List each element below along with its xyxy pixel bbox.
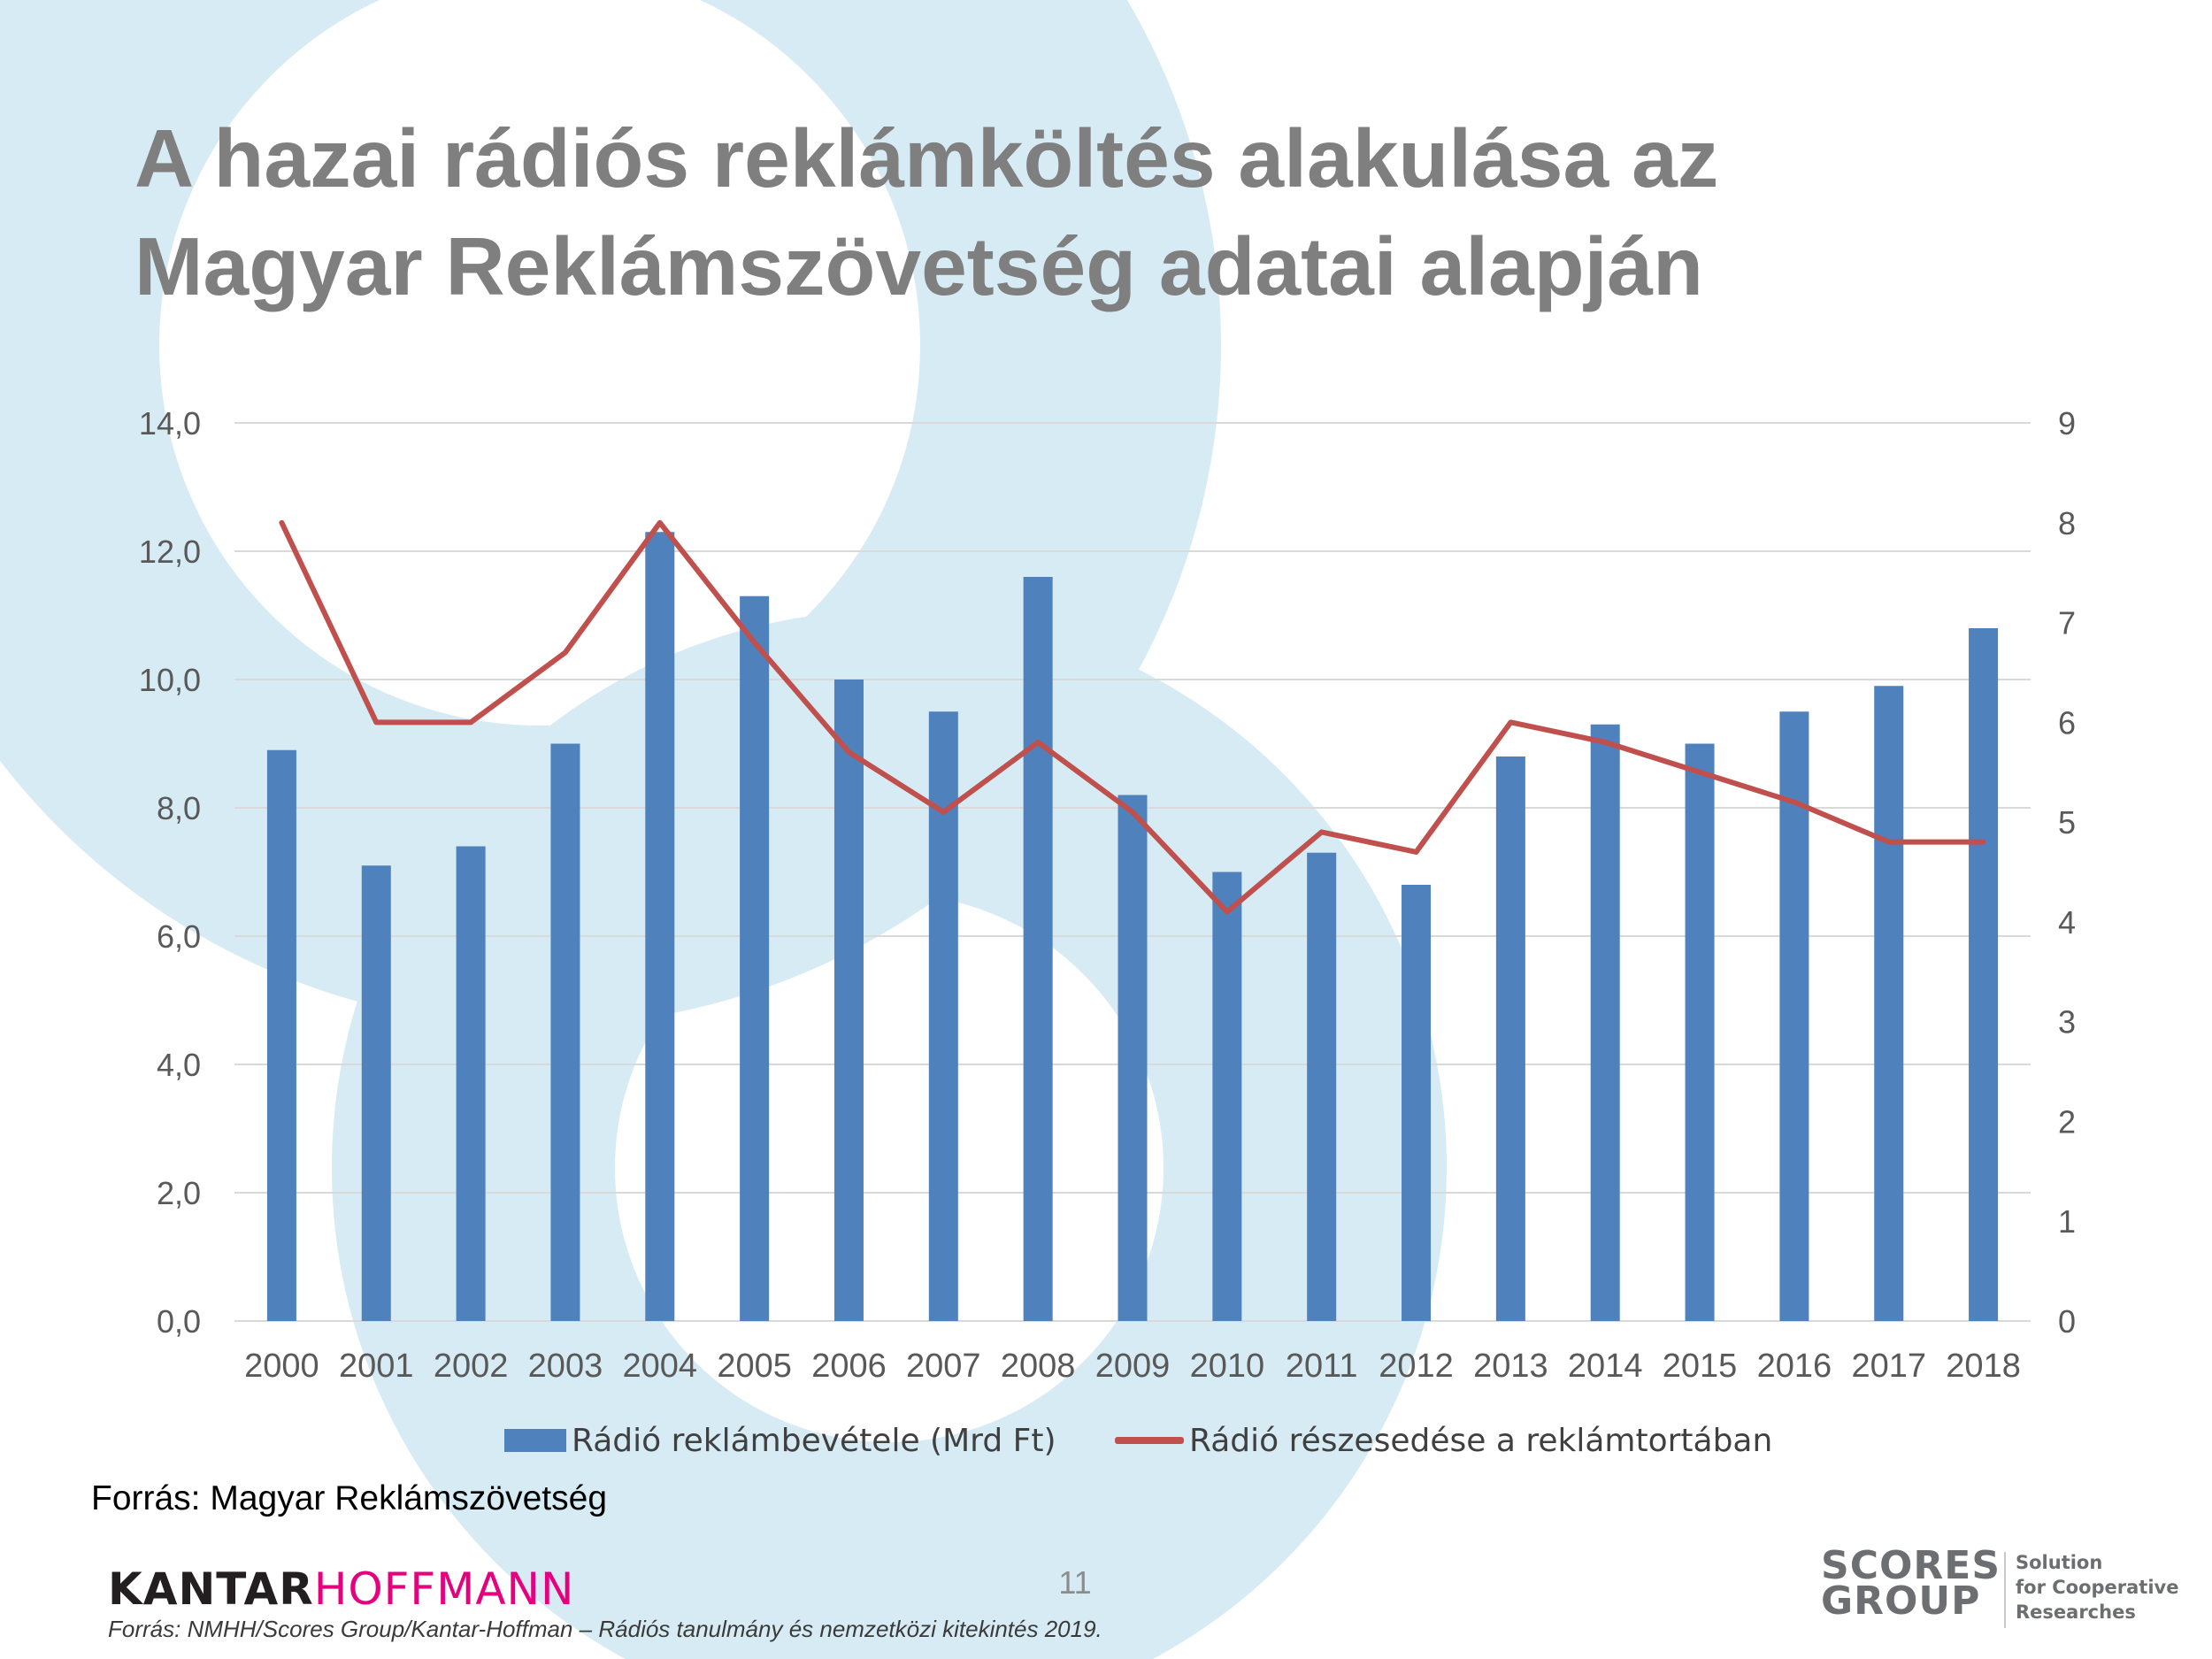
scores-word: SCORES [1821, 1543, 2001, 1588]
x-axis-tick-label: 2004 [623, 1348, 698, 1385]
kantar-hoffmann-logo: KANTARHOFFMANN [108, 1563, 574, 1615]
bar [1495, 757, 1525, 1321]
right-axis-tick-label: 9 [2058, 405, 2076, 442]
x-axis-tick-label: 2011 [1286, 1348, 1358, 1385]
x-axis-tick-label: 2018 [1946, 1348, 2021, 1385]
left-axis-tick-label: 12,0 [139, 534, 201, 570]
x-axis-tick-label: 2015 [1663, 1348, 1738, 1385]
axis-labels: 0,0 2,0 4,0 6,0 8,0 10,0 12,0 14,0 0 1 2 3 4 5 6 7 8 9 200… [139, 405, 2076, 1385]
legend-line-swatch [1115, 1437, 1184, 1444]
bar [1969, 628, 1999, 1321]
tagline-line-2: for Cooperative [2016, 1577, 2179, 1598]
x-axis-tick-label: 2014 [1568, 1348, 1643, 1385]
bar [1685, 743, 1715, 1321]
right-axis-tick-label: 7 [2058, 605, 2076, 641]
legend-bar-label: Rádió reklámbevétele (Mrd Ft) [572, 1422, 1056, 1459]
right-axis-tick-label: 4 [2058, 904, 2076, 941]
footer-source: Forrás: NMHH/Scores Group/Kantar-Hoffman… [108, 1616, 1102, 1642]
right-axis-tick-label: 1 [2058, 1203, 2076, 1240]
x-axis-tick-label: 2001 [339, 1348, 414, 1385]
legend-line-label: Rádió részesedése a reklámtortában [1189, 1422, 1773, 1459]
bar [1023, 577, 1053, 1321]
legend-item-line: Rádió részesedése a reklámtortában [1115, 1414, 1772, 1467]
scores-tagline: Solution for Cooperative Researches [2016, 1550, 2178, 1624]
left-axis-tick-label: 0,0 [157, 1303, 201, 1340]
left-axis-tick-label: 2,0 [157, 1175, 201, 1211]
bar [833, 680, 864, 1321]
right-axis-tick-label: 8 [2058, 505, 2076, 541]
left-axis-tick-label: 8,0 [157, 790, 201, 826]
bar [740, 595, 770, 1321]
logo-divider [2004, 1552, 2006, 1628]
bar [1779, 711, 1809, 1321]
kantar-word: KANTAR [108, 1563, 314, 1615]
x-axis-tick-label: 2002 [434, 1348, 509, 1385]
share-line [279, 519, 1986, 915]
right-axis-tick-label: 0 [2058, 1303, 2076, 1340]
x-axis-tick-label: 2007 [906, 1348, 981, 1385]
x-axis-tick-label: 2006 [811, 1348, 887, 1385]
right-axis-tick-label: 2 [2058, 1103, 2076, 1140]
x-axis-tick-label: 2005 [717, 1348, 792, 1385]
group-word: GROUP [1821, 1578, 1981, 1624]
x-axis-tick-label: 2000 [244, 1348, 319, 1385]
bar [1307, 852, 1337, 1321]
bar [1402, 885, 1432, 1321]
x-axis-tick-label: 2013 [1473, 1348, 1548, 1385]
bar [1590, 724, 1620, 1321]
title-line-2: Magyar Reklámszövetség adatai alapján [134, 220, 1703, 312]
x-axis-tick-label: 2012 [1379, 1348, 1454, 1385]
bar [266, 749, 296, 1321]
page-title: A hazai rádiós reklámköltés alakulása az… [134, 104, 2125, 320]
right-axis-tick-label: 6 [2058, 704, 2076, 741]
scores-group-logo: SCORES GROUP Solution for Cooperative Re… [1821, 1543, 2184, 1646]
source-note: Forrás: Magyar Reklámszövetség [91, 1479, 608, 1517]
bar [456, 846, 486, 1321]
x-axis-tick-label: 2008 [1001, 1348, 1076, 1385]
left-axis-tick-label: 4,0 [157, 1047, 201, 1083]
bar-series [266, 532, 1999, 1321]
bar [361, 865, 391, 1321]
x-axis-tick-label: 2009 [1095, 1348, 1171, 1385]
bar [550, 743, 580, 1321]
x-axis-tick-label: 2010 [1190, 1348, 1265, 1385]
legend-item-bars: Rádió reklámbevétele (Mrd Ft) [504, 1414, 1056, 1467]
left-axis-tick-label: 14,0 [139, 405, 201, 442]
left-axis-tick-label: 10,0 [139, 662, 201, 698]
legend-bar-swatch [504, 1429, 566, 1452]
bar [1874, 686, 1904, 1321]
x-axis-tick-label: 2003 [528, 1348, 603, 1385]
page-number: 11 [1058, 1564, 1092, 1601]
title-line-1: A hazai rádiós reklámköltés alakulása az [134, 112, 1719, 204]
chart-legend: Rádió reklámbevétele (Mrd Ft) Rádió rész… [0, 1414, 2212, 1467]
bar [645, 532, 675, 1321]
bar [1118, 795, 1148, 1321]
x-axis-tick-label: 2016 [1757, 1348, 1832, 1385]
tagline-line-3: Researches [2016, 1601, 2136, 1623]
right-axis-tick-label: 3 [2058, 1004, 2076, 1041]
bar [1212, 872, 1242, 1321]
line-series [279, 519, 1986, 915]
x-axis-tick-label: 2017 [1851, 1348, 1926, 1385]
scores-group-wordmark: SCORES GROUP [1821, 1543, 2001, 1624]
right-axis-tick-label: 5 [2058, 804, 2076, 841]
hoffmann-word: HOFFMANN [313, 1563, 575, 1615]
tagline-line-1: Solution [2016, 1552, 2103, 1573]
left-axis-tick-label: 6,0 [157, 918, 201, 955]
